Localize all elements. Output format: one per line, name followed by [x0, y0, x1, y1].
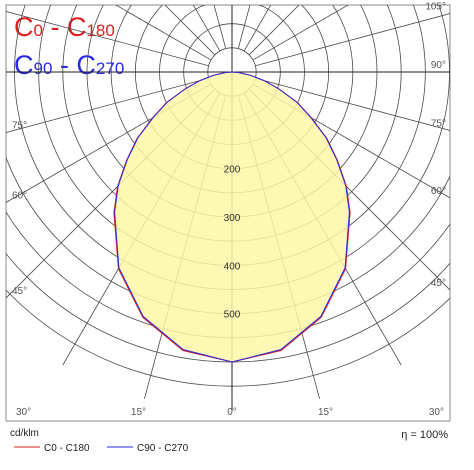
angle-label: 75°: [12, 121, 27, 132]
header-c90-sub: 90: [33, 59, 53, 78]
radial-tick-label: 300: [224, 213, 241, 224]
header-dash: -: [42, 12, 67, 42]
legend-label-c0-c180: C0 - C180: [44, 443, 90, 454]
header-c0-letter: C: [14, 12, 34, 42]
angle-label: 45°: [12, 286, 27, 297]
grid-radial-line: [6, 77, 209, 133]
legend-label-c90-c270: C90 - C270: [137, 443, 189, 454]
angle-label-bottom: 15°: [131, 407, 146, 418]
header-c270-sub: 270: [95, 59, 125, 78]
distribution-curves: [113, 71, 351, 363]
grid-radial-line: [255, 13, 450, 67]
angle-label: 60°: [12, 190, 27, 201]
grid-radial-line: [255, 77, 450, 131]
header-c0-sub: 0: [33, 21, 43, 40]
curve-fill: [113, 72, 351, 362]
grid-radial-line: [115, 5, 212, 61]
radial-tick-label: 200: [224, 165, 241, 176]
header-c180-letter: C: [66, 12, 87, 42]
angle-label: 75°: [431, 118, 446, 129]
header-dash: -: [52, 50, 77, 80]
angle-label-bottom: 15°: [318, 407, 333, 418]
radial-tick-label: 400: [224, 261, 241, 272]
angle-label: 30°: [16, 407, 31, 418]
unit-label: cd/klm: [10, 428, 39, 439]
axis-labels: 200 300 400 500 30° 45° 60° 75° 90° 105° 30° 45° 60°…: [12, 2, 446, 418]
grid-radial-line: [6, 11, 209, 67]
series-curve-c90-c270: [114, 71, 350, 363]
angle-label: 90°: [431, 60, 446, 71]
grid-radial-line: [164, 5, 216, 56]
angle-label: 105°: [425, 2, 446, 13]
grid-radial-line: [237, 5, 251, 49]
angle-label: 60°: [431, 186, 446, 197]
efficiency-label: η = 100%: [401, 429, 448, 441]
grid-radial-line: [213, 5, 227, 49]
grid-radial-line: [192, 5, 221, 52]
chart-footer: cd/klm η = 100% C0 - C180 C90 - C270: [10, 428, 448, 454]
plot-frame: [5, 4, 451, 422]
grid-radial-line: [243, 5, 272, 52]
grid-radial-line: [248, 5, 300, 56]
angle-label: 45°: [431, 278, 446, 289]
angle-label-bottom: 0°: [227, 407, 237, 418]
angle-label: 30°: [429, 407, 444, 418]
grid-radial-line: [252, 5, 349, 61]
legend-header-c90-c270: C90 - C270: [14, 50, 124, 81]
radial-tick-label: 500: [224, 310, 241, 321]
